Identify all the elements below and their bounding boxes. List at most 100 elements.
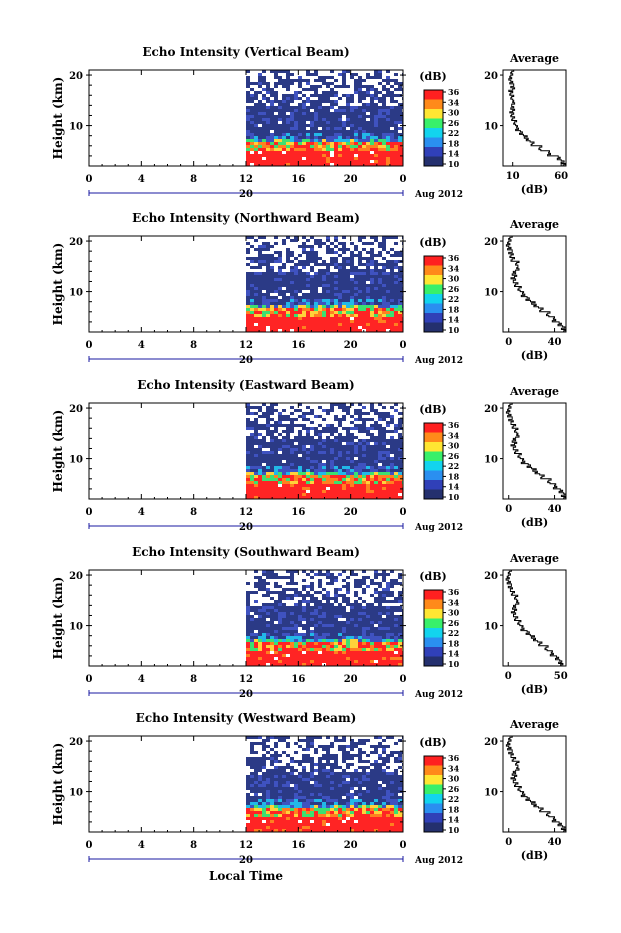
heatmap-cell — [246, 257, 250, 260]
heatmap-cell — [250, 778, 254, 781]
heatmap-cell — [266, 814, 270, 817]
heatmap-cell — [266, 621, 270, 624]
heatmap-cell — [278, 633, 282, 636]
heatmap-cell — [294, 490, 298, 493]
heatmap-cell — [390, 448, 394, 451]
heatmap-cell — [334, 260, 338, 263]
heatmap-cell — [334, 94, 338, 97]
heatmap-cell — [294, 314, 298, 317]
heatmap-cell — [258, 320, 262, 323]
colorbar-label: (dB) — [419, 236, 446, 249]
heatmap-cell — [250, 805, 254, 808]
heatmap-cell — [326, 100, 330, 103]
heatmap-cell — [314, 466, 318, 469]
heatmap-cell — [386, 582, 390, 585]
heatmap-cell — [254, 609, 258, 612]
heatmap-cell — [282, 493, 286, 496]
heatmap-cell — [310, 588, 314, 591]
heatmap-cell — [250, 781, 254, 784]
heatmap-cell — [322, 130, 326, 133]
profile-y-tick-label: 10 — [484, 288, 498, 299]
heatmap-cell — [294, 627, 298, 630]
heatmap-cell — [342, 305, 346, 308]
heatmap-cell — [310, 600, 314, 603]
heatmap-cell — [306, 406, 310, 409]
heatmap-cell — [250, 808, 254, 811]
heatmap-cell — [350, 466, 354, 469]
heatmap-cell — [342, 296, 346, 299]
heatmap-cell — [398, 308, 402, 311]
heatmap-cell — [342, 445, 346, 448]
heatmap-cell — [374, 317, 378, 320]
heatmap-cell — [262, 469, 266, 472]
heatmap-cell — [290, 648, 294, 651]
heatmap-cell — [310, 451, 314, 454]
heatmap-cell — [294, 778, 298, 781]
heatmap-cell — [278, 145, 282, 148]
heatmap-cell — [282, 654, 286, 657]
heatmap-cell — [326, 472, 330, 475]
heatmap-cell — [354, 654, 358, 657]
heatmap-cell — [262, 811, 266, 814]
heatmap-cell — [270, 636, 274, 639]
profile-title: Average — [509, 385, 559, 398]
heatmap-cell — [286, 254, 290, 257]
heatmap-cell — [394, 284, 398, 287]
heatmap-cell — [302, 418, 306, 421]
heatmap-cell — [246, 442, 250, 445]
heatmap-cell — [394, 615, 398, 618]
heatmap-cell — [298, 287, 302, 290]
heatmap-cell — [330, 323, 334, 326]
heatmap-cell — [382, 481, 386, 484]
heatmap-cell — [310, 145, 314, 148]
heatmap-cell — [306, 817, 310, 820]
heatmap-cell — [398, 597, 402, 600]
heatmap-cell — [326, 430, 330, 433]
heatmap-cell — [318, 433, 322, 436]
heatmap-cell — [334, 427, 338, 430]
heatmap-cell — [342, 242, 346, 245]
heatmap-cell — [366, 127, 370, 130]
heatmap-cell — [362, 612, 366, 615]
heatmap-cell — [346, 139, 350, 142]
heatmap-cell — [298, 802, 302, 805]
x-tick-label: 16 — [291, 674, 305, 685]
heatmap-cell — [290, 418, 294, 421]
heatmap-cell — [394, 160, 398, 163]
heatmap-cell — [246, 94, 250, 97]
heatmap-cell — [342, 451, 346, 454]
heatmap-cell — [314, 275, 318, 278]
heatmap-cell — [278, 621, 282, 624]
heatmap-cell — [310, 651, 314, 654]
heatmap-cell — [394, 148, 398, 151]
heatmap-cell — [366, 308, 370, 311]
heatmap-cell — [262, 320, 266, 323]
heatmap-cell — [258, 103, 262, 106]
heatmap-cell — [266, 82, 270, 85]
heatmap-cell — [394, 281, 398, 284]
heatmap-cell — [398, 433, 402, 436]
heatmap-cell — [358, 278, 362, 281]
heatmap-cell — [270, 648, 274, 651]
heatmap-cell — [342, 314, 346, 317]
heatmap-cell — [266, 121, 270, 124]
heatmap-cell — [326, 633, 330, 636]
heatmap-cell — [278, 290, 282, 293]
heatmap-cell — [278, 826, 282, 829]
heatmap-cell — [322, 124, 326, 127]
panel-title: Echo Intensity (Vertical Beam) — [142, 45, 349, 59]
heatmap-cell — [270, 136, 274, 139]
heatmap-cell — [330, 576, 334, 579]
heatmap-cell — [358, 323, 362, 326]
heatmap-cell — [338, 305, 342, 308]
heatmap-cell — [350, 100, 354, 103]
heatmap-cell — [362, 323, 366, 326]
heatmap-cell — [266, 606, 270, 609]
heatmap-cell — [298, 430, 302, 433]
heatmap-cell — [286, 597, 290, 600]
heatmap-cell — [338, 278, 342, 281]
heatmap-cell — [358, 415, 362, 418]
x-tick-label: 0 — [400, 340, 407, 351]
heatmap-cell — [342, 493, 346, 496]
heatmap-cell — [358, 112, 362, 115]
